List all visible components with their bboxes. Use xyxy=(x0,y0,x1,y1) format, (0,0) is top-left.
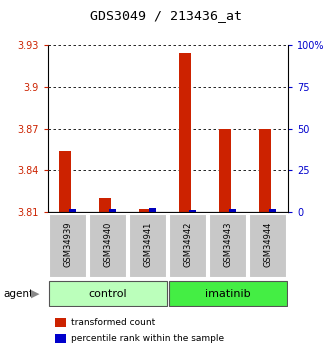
Text: GSM34941: GSM34941 xyxy=(143,222,153,267)
Bar xyxy=(109,209,117,212)
Text: GSM34940: GSM34940 xyxy=(104,222,113,267)
Text: ▶: ▶ xyxy=(30,289,39,298)
Text: imatinib: imatinib xyxy=(205,289,251,298)
Bar xyxy=(99,198,111,212)
FancyBboxPatch shape xyxy=(210,214,247,278)
Text: GDS3049 / 213436_at: GDS3049 / 213436_at xyxy=(89,9,242,22)
FancyBboxPatch shape xyxy=(89,214,126,278)
Bar xyxy=(59,151,71,212)
Text: GSM34943: GSM34943 xyxy=(223,222,232,267)
Bar xyxy=(179,53,191,212)
Bar xyxy=(269,209,276,212)
FancyBboxPatch shape xyxy=(49,281,167,306)
FancyBboxPatch shape xyxy=(169,214,207,278)
Bar xyxy=(219,129,231,212)
FancyBboxPatch shape xyxy=(249,214,287,278)
Text: GSM34942: GSM34942 xyxy=(183,222,193,267)
Text: percentile rank within the sample: percentile rank within the sample xyxy=(71,334,224,343)
FancyBboxPatch shape xyxy=(129,214,166,278)
Text: GSM34944: GSM34944 xyxy=(263,222,272,267)
Bar xyxy=(139,209,151,212)
Text: transformed count: transformed count xyxy=(71,318,155,327)
Bar xyxy=(69,209,76,212)
Text: agent: agent xyxy=(3,289,33,298)
Text: control: control xyxy=(89,289,127,298)
Bar xyxy=(149,208,156,212)
Bar xyxy=(259,129,271,212)
Bar xyxy=(229,209,236,212)
FancyBboxPatch shape xyxy=(49,214,87,278)
FancyBboxPatch shape xyxy=(169,281,287,306)
Text: GSM34939: GSM34939 xyxy=(64,222,72,267)
Bar xyxy=(189,210,196,212)
